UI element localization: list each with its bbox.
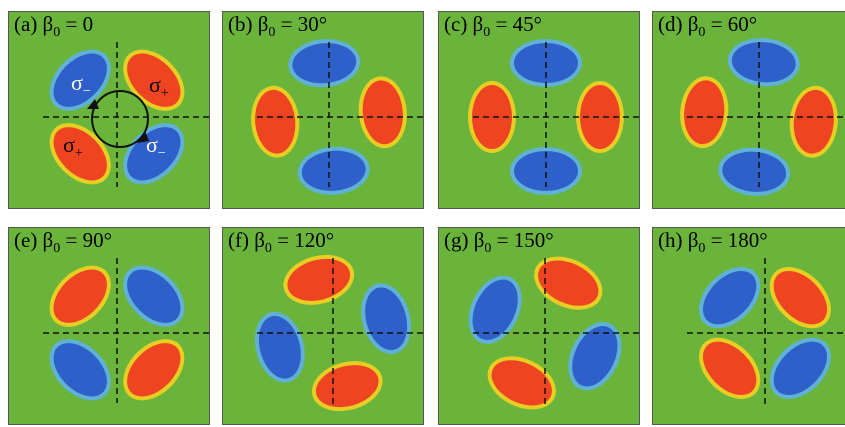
- intensity-lobe: [576, 81, 624, 153]
- intensity-lobe: [487, 356, 556, 410]
- intensity-lobe: [510, 147, 582, 195]
- intensity-lobe: [361, 283, 412, 355]
- intensity-lobe: [283, 254, 355, 305]
- sigma-minus-lower-right: σ−: [146, 132, 166, 161]
- intensity-lobe: [769, 337, 831, 399]
- intensity-lobe: [311, 361, 383, 412]
- panel-label-a: (a) β0 = 0: [14, 12, 94, 40]
- intensity-lobe: [251, 85, 300, 158]
- intensity-lobe: [49, 265, 111, 327]
- panel-h: (h) β0 = 180°: [652, 227, 845, 425]
- intensity-lobe: [727, 38, 800, 87]
- intensity-lobe: [288, 39, 361, 88]
- panel-f: (f) β0 = 120°: [222, 227, 424, 425]
- intensity-lobe: [769, 267, 831, 329]
- intensity-lobe: [568, 322, 622, 391]
- intensity-lobe: [534, 256, 603, 310]
- intensity-lobe: [718, 147, 791, 196]
- rotation-circle: [91, 90, 149, 148]
- intensity-pattern-g: [468, 256, 639, 410]
- panel-g: (g) β0 = 150°: [438, 227, 640, 425]
- intensity-lobe: [699, 337, 761, 399]
- panel-label-g: (g) β0 = 150°: [444, 228, 554, 256]
- intensity-lobe: [680, 76, 729, 149]
- panel-c: (c) β0 = 45°: [438, 11, 640, 209]
- intensity-lobe: [123, 265, 185, 327]
- panel-label-c: (c) β0 = 45°: [444, 12, 542, 40]
- intensity-pattern-c: [468, 39, 639, 195]
- panel-a: (a) β0 = 0 σ− σ+ σ+ σ−: [8, 11, 210, 209]
- sigma-minus-upper-left: σ−: [71, 70, 91, 99]
- intensity-pattern-h: [687, 258, 843, 408]
- intensity-lobe: [123, 339, 185, 401]
- panel-label-h: (h) β0 = 180°: [658, 228, 768, 256]
- intensity-lobe: [468, 81, 516, 153]
- intensity-pattern-a: [43, 42, 209, 187]
- intensity-lobe: [358, 76, 407, 149]
- sigma-plus-lower-left: σ+: [63, 132, 83, 161]
- panel-d: (d) β0 = 60°: [652, 11, 845, 209]
- arrow-icon: [137, 131, 149, 143]
- intensity-pattern-b: [251, 39, 423, 195]
- intensity-pattern-d: [680, 38, 843, 196]
- panel-e: (e) β0 = 90°: [8, 227, 210, 425]
- sigma-plus-upper-right: σ+: [149, 72, 169, 101]
- intensity-pattern-e: [43, 258, 209, 403]
- intensity-lobe: [49, 49, 111, 111]
- intensity-lobe: [789, 85, 838, 158]
- intensity-lobe: [49, 123, 111, 185]
- arrow-icon: [87, 99, 99, 109]
- intensity-lobe: [297, 146, 370, 195]
- panel-label-e: (e) β0 = 90°: [14, 228, 112, 256]
- intensity-lobe: [123, 49, 185, 111]
- intensity-lobe: [254, 311, 305, 383]
- intensity-pattern-f: [254, 254, 423, 412]
- panel-b: (b) β0 = 30°: [222, 11, 424, 209]
- panel-label-b: (b) β0 = 30°: [228, 12, 328, 40]
- intensity-lobe: [468, 275, 522, 344]
- intensity-lobe: [699, 267, 761, 329]
- panel-label-d: (d) β0 = 60°: [658, 12, 758, 40]
- intensity-lobe: [49, 339, 111, 401]
- panel-label-f: (f) β0 = 120°: [228, 228, 335, 256]
